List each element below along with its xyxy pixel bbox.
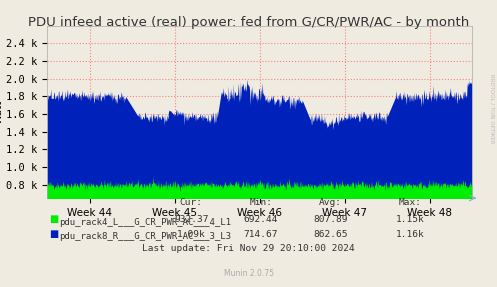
Text: 862.65: 862.65	[313, 230, 348, 239]
Text: 692.44: 692.44	[244, 216, 278, 224]
Text: Cur:: Cur:	[180, 198, 203, 207]
Text: pdu_rack4_L___G_CR_PWR_AC___4_L1: pdu_rack4_L___G_CR_PWR_AC___4_L1	[59, 218, 231, 227]
Text: 932.37: 932.37	[174, 216, 209, 224]
Text: pdu_rack8_R___G_CR_PWR_AC___3_L3: pdu_rack8_R___G_CR_PWR_AC___3_L3	[59, 232, 231, 241]
Text: Munin 2.0.75: Munin 2.0.75	[224, 269, 273, 278]
Text: 807.89: 807.89	[313, 216, 348, 224]
Text: Avg:: Avg:	[319, 198, 342, 207]
Text: ■: ■	[49, 214, 58, 224]
Text: 714.67: 714.67	[244, 230, 278, 239]
Text: Max:: Max:	[399, 198, 421, 207]
Text: ■: ■	[49, 229, 58, 239]
Y-axis label: Watt: Watt	[0, 100, 3, 124]
Text: PDU infeed active (real) power: fed from G/CR/PWR/AC - by month: PDU infeed active (real) power: fed from…	[28, 16, 469, 29]
Text: 1.09k: 1.09k	[177, 230, 206, 239]
Text: Last update: Fri Nov 29 20:10:00 2024: Last update: Fri Nov 29 20:10:00 2024	[142, 244, 355, 253]
Text: RRDTOOL / TOBI OETIKER: RRDTOOL / TOBI OETIKER	[490, 74, 495, 144]
Text: 1.15k: 1.15k	[396, 216, 424, 224]
Text: Min:: Min:	[249, 198, 272, 207]
Text: 1.16k: 1.16k	[396, 230, 424, 239]
